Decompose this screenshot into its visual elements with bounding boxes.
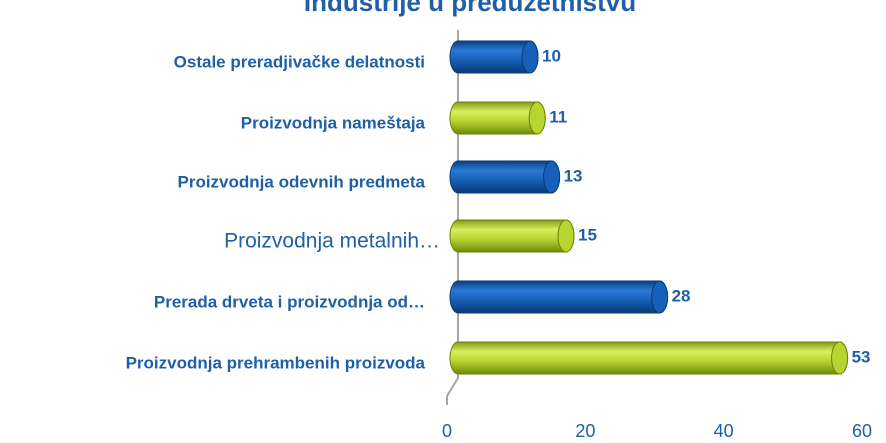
bar (449, 341, 849, 375)
axes-frame (446, 30, 459, 405)
x-tick-label: 40 (714, 421, 734, 441)
bar-body (449, 341, 849, 375)
bar (449, 219, 575, 253)
value-label: 13 (564, 166, 583, 185)
x-tick-label: 20 (575, 421, 595, 441)
x-tick-label: 0 (442, 421, 452, 441)
bar-cap (557, 219, 575, 253)
value-label: 15 (578, 225, 597, 244)
bar (449, 280, 669, 314)
bar-cap (651, 280, 669, 314)
bar-body (449, 280, 669, 314)
value-label: 28 (672, 286, 691, 305)
category-label: Proizvodnja odevnih predmeta (178, 172, 426, 191)
bar (449, 101, 546, 135)
chart-title: Industrije u preduzetništvu (304, 0, 636, 17)
category-label: Proizvodnja nameštaja (241, 113, 426, 132)
bar-cap (831, 341, 849, 375)
category-label: Proizvodnja metalnih… (224, 230, 440, 253)
value-label: 53 (852, 347, 871, 366)
bar (449, 40, 539, 74)
bar-cap (543, 160, 561, 194)
value-label: 10 (542, 46, 561, 65)
x-tick-label: 60 (852, 421, 872, 441)
bar-cap (528, 101, 546, 135)
category-label: Ostale preradjivačke delatnosti (174, 52, 425, 71)
bar (449, 160, 561, 194)
value-label: 11 (549, 107, 567, 126)
category-label: Proizvodnja prehrambenih proizvoda (126, 353, 426, 372)
category-label: Prerada drveta i proizvodnja od… (154, 292, 425, 311)
bar-cap (521, 40, 539, 74)
bar-body (449, 219, 575, 253)
